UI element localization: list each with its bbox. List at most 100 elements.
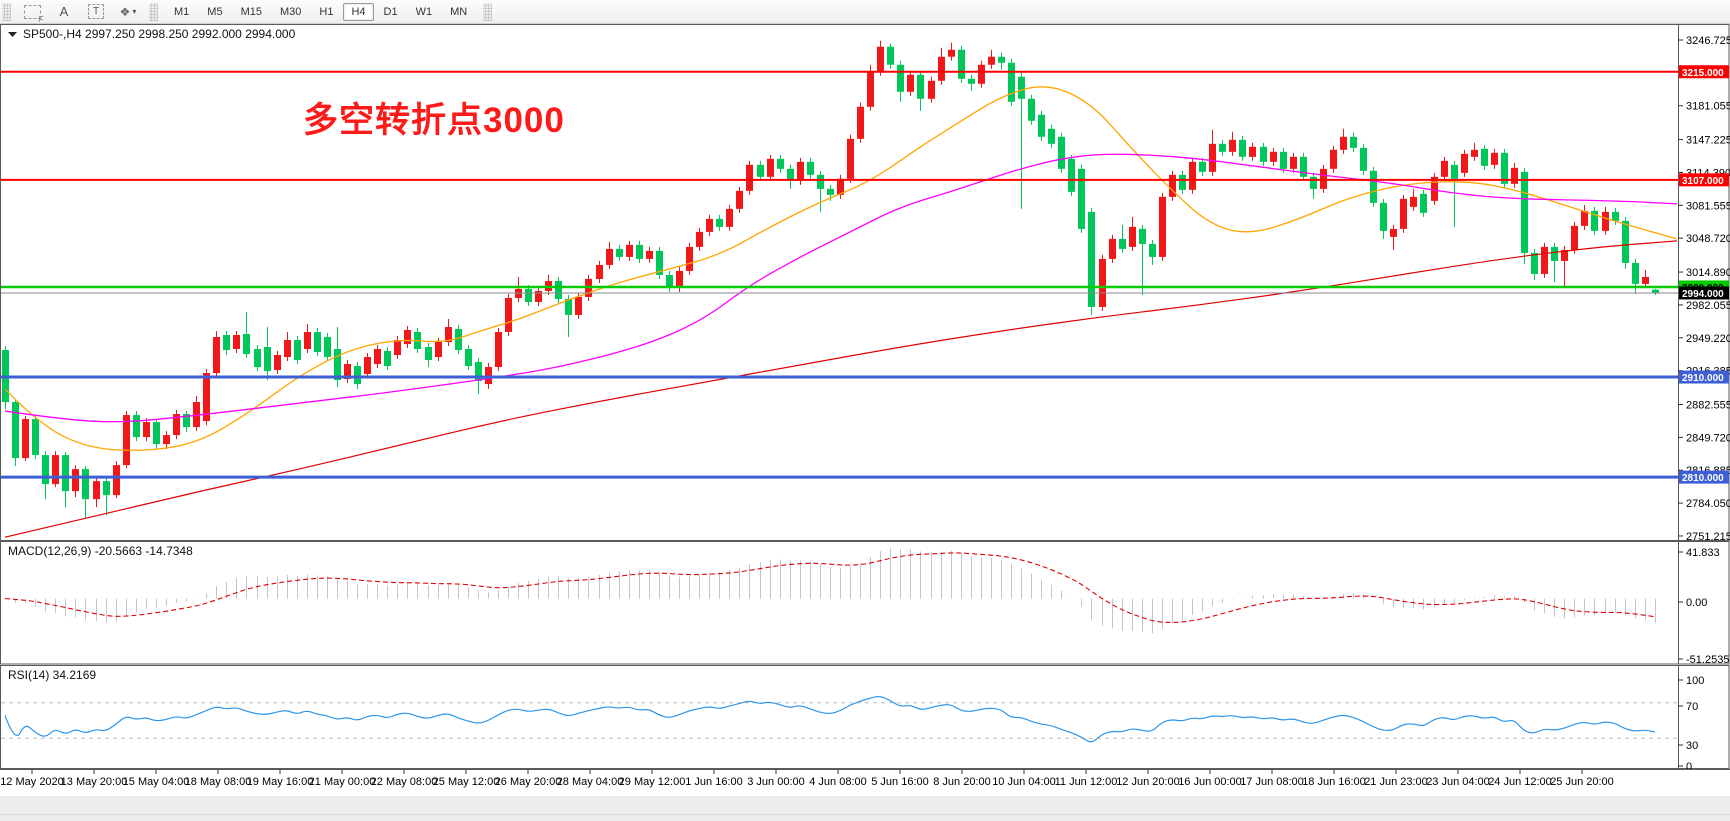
price-tick-label: 3181.055 [1686, 101, 1730, 113]
candle-body [998, 56, 1005, 63]
candle-body [1591, 210, 1598, 231]
candle-body [264, 347, 271, 372]
candle-body [706, 218, 713, 232]
candle-body [42, 455, 49, 485]
shapes-button[interactable]: ❖ ▾ [117, 1, 139, 23]
candle-body [1461, 153, 1468, 173]
candle-body [123, 415, 130, 466]
toolbar-grip[interactable] [2, 2, 11, 21]
timeframe-m15-button[interactable]: M15 [240, 5, 262, 18]
candle-body [52, 455, 59, 485]
candle-body [1390, 228, 1397, 237]
hline-badge-2910 [1679, 370, 1729, 384]
candle-body [767, 158, 774, 177]
candle-body [897, 64, 904, 92]
candle-body [93, 481, 100, 500]
candle-body [22, 419, 29, 459]
candle-body [575, 296, 582, 315]
candle-body [837, 178, 844, 195]
candle-body [988, 56, 995, 65]
annotation-text[interactable]: 多空转折点3000 [303, 101, 565, 140]
time-tick-label: 21 May 00:00 [309, 776, 376, 788]
candle-body [1129, 226, 1136, 247]
pointer-f-icon: F [23, 4, 44, 24]
timeframe-buttons: M1 M5 M15 M30 H1 H4 D1 W1 MN [160, 2, 481, 21]
candle-body [1511, 167, 1518, 184]
main-panel-frame [0, 24, 1730, 541]
candle-body [495, 331, 502, 368]
candle-body [716, 218, 723, 227]
timeframe-m5-button[interactable]: M5 [207, 5, 223, 18]
candle-body [807, 161, 814, 175]
candle-body [133, 415, 140, 438]
price-tick-label: 2784.050 [1686, 498, 1730, 510]
toolbar-grip-3[interactable] [483, 2, 493, 21]
timeframe-h4-button[interactable]: H4 [343, 2, 374, 21]
chart-title-ohlc: SP500-,H4 2997.250 2998.250 2992.000 299… [23, 27, 296, 41]
price-tick-label: 2751.215 [1686, 531, 1730, 541]
candle-body [294, 339, 301, 361]
time-tick-label: 23 Jun 04:00 [1426, 776, 1490, 788]
dropdown-arrow-icon: ▾ [132, 7, 137, 16]
candle-body [696, 231, 703, 247]
candle-body [596, 264, 603, 279]
candle-body [1099, 258, 1106, 307]
candle-body [1270, 151, 1277, 162]
timeframe-h1-button[interactable]: H1 [319, 5, 334, 18]
candle-body [213, 336, 220, 374]
timeframe-d1-button[interactable]: D1 [383, 5, 398, 18]
drawing-tools: F A T ❖ ▾ [13, 1, 147, 24]
candle-body [455, 328, 462, 351]
candle-body [183, 414, 190, 428]
hline-badge-label: 2810.000 [1682, 473, 1724, 484]
price-chart-panel[interactable]: 3246.7253181.0553147.2253114.3903081.555… [0, 24, 1730, 541]
price-tick-label: 2882.555 [1686, 399, 1730, 411]
candle-body [143, 422, 150, 438]
candle-body [374, 349, 381, 365]
toolbar: F A T ❖ ▾ M1 M5 M15 M30 H1 H4 D1 W1 MN [0, 0, 1730, 24]
candle-body [203, 373, 210, 422]
candle-body [1380, 202, 1387, 231]
rsi-panel-frame [0, 665, 1730, 769]
candle-body [475, 362, 482, 382]
text-box-button[interactable]: T [85, 1, 107, 23]
symbol-dropdown-icon[interactable] [8, 32, 17, 37]
pointer-mode-button[interactable]: F [21, 1, 44, 24]
candle-body [173, 414, 180, 436]
timeframe-w1-button[interactable]: W1 [415, 5, 433, 18]
rsi-tick-label: 100 [1686, 675, 1704, 687]
timeframe-m1-button[interactable]: M1 [174, 5, 190, 18]
candle-body [746, 164, 753, 191]
candle-body [254, 349, 261, 368]
candle-body [1119, 238, 1126, 249]
candle-body [243, 333, 250, 355]
candle-body [1571, 225, 1578, 250]
text-label-button[interactable]: A [59, 4, 69, 19]
candle-body [344, 364, 351, 380]
candle-body [1531, 252, 1538, 274]
candle-body [334, 349, 341, 381]
candle-body [1521, 171, 1528, 253]
candle-body [233, 334, 240, 350]
candle-body [1008, 62, 1015, 102]
timeframe-mn-button[interactable]: MN [450, 5, 468, 18]
candle-body [1622, 220, 1629, 263]
price-tick-label: 3147.225 [1686, 135, 1730, 147]
rsi-label: RSI(14) 34.2169 [8, 668, 96, 682]
macd-panel[interactable]: 41.833 0.00 -51.2535 MACD(12,26,9) -20.566… [0, 541, 1730, 665]
toolbar-grip-2[interactable] [149, 2, 158, 21]
candle-body [425, 347, 432, 361]
candle-body [646, 250, 653, 259]
candle-body [1260, 146, 1267, 162]
candle-body [676, 270, 683, 288]
candle-body [867, 71, 874, 107]
window-bottom-edge [0, 814, 1730, 821]
time-tick-label: 17 Jun 08:00 [1240, 776, 1304, 788]
candle-body [62, 455, 69, 492]
candle-body [817, 174, 824, 189]
candle-body [525, 288, 532, 302]
timeframe-m30-button[interactable]: M30 [279, 5, 302, 18]
rsi-panel[interactable]: 100 70 30 0 RSI(14) 34.2169 [0, 665, 1730, 769]
candle-body [626, 244, 633, 257]
